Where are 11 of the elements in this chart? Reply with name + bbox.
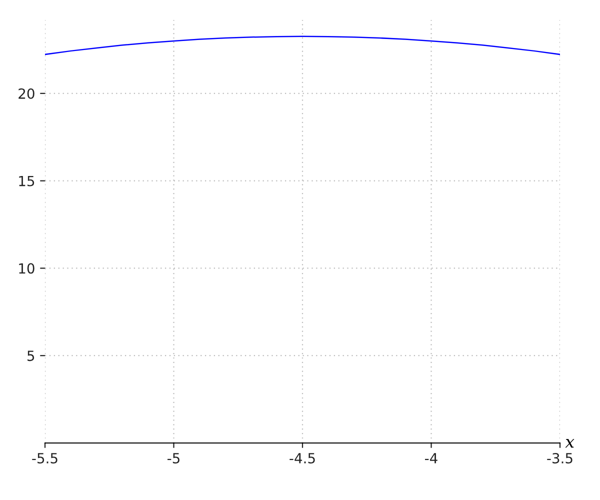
x-tick-label: -4.5 — [290, 453, 315, 464]
y-tick-label: 10 — [19, 263, 34, 274]
line-series — [45, 36, 560, 56]
y-tick-label: 15 — [19, 176, 34, 186]
y-tick-label: 20 — [18, 88, 34, 99]
x-tick-label: -5 — [168, 453, 180, 464]
x-axis-title: x — [565, 438, 574, 448]
y-tick-label: 5 — [28, 350, 34, 362]
x-tick-label: -3.5 — [547, 452, 572, 464]
x-tick-label: -4 — [425, 453, 438, 464]
x-tick-label: -5.5 — [32, 453, 58, 464]
